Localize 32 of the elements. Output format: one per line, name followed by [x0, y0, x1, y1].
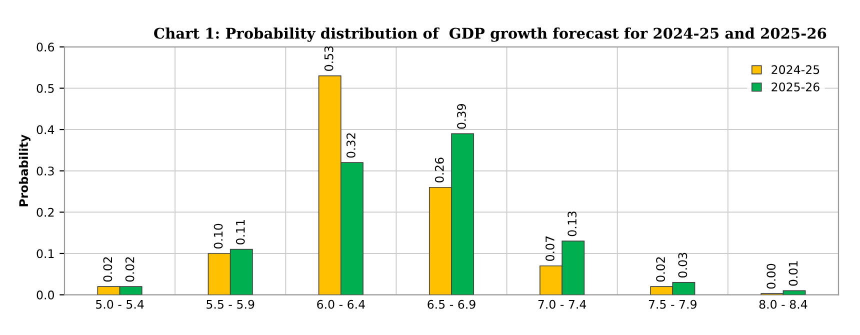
x-tick-label: 7.0 - 7.4	[538, 300, 586, 309]
data-label: 0.00	[766, 264, 776, 289]
x-tick-label: 8.0 - 8.4	[759, 300, 808, 309]
legend-label: 2024-25	[772, 65, 820, 74]
data-label: 0.13	[568, 212, 577, 236]
x-tick-label: 5.0 - 5.4	[96, 300, 144, 309]
x-tick-label: 5.5 - 5.9	[206, 300, 254, 309]
y-tick-label: 0.0	[36, 290, 54, 300]
y-tick-label: 0.4	[36, 125, 54, 134]
x-tick-label: 6.5 - 6.9	[428, 300, 476, 309]
data-label: 0.32	[346, 133, 356, 158]
x-tick-label: 6.0 - 6.4	[317, 300, 365, 309]
x-tick-label: 7.5 - 7.9	[648, 300, 696, 309]
y-tick-label: 0.3	[36, 166, 54, 176]
data-label: 0.02	[103, 257, 112, 282]
data-label: 0.26	[434, 158, 444, 182]
y-tick-label: 0.5	[36, 84, 54, 93]
y-tick-label: 0.2	[36, 208, 54, 217]
data-label: 0.02	[656, 257, 666, 282]
legend-label: 2025-26	[772, 82, 820, 92]
data-label: 0.03	[678, 252, 688, 278]
data-label: 0.53	[324, 46, 334, 71]
data-label: 0.11	[236, 220, 245, 244]
data-label: 0.10	[214, 224, 223, 249]
data-label: 0.01	[788, 261, 798, 286]
chart-title: Chart 1: Probability distribution of GDP growth forecast for 2024-25 and 2025-26	[154, 27, 826, 42]
data-label: 0.07	[546, 236, 554, 261]
data-label: 0.02	[125, 257, 134, 282]
y-tick-label: 0.1	[36, 249, 54, 258]
y-tick-label: 0.6	[36, 42, 54, 52]
y-axis-title: Probability	[18, 134, 30, 206]
data-label: 0.39	[457, 104, 466, 129]
